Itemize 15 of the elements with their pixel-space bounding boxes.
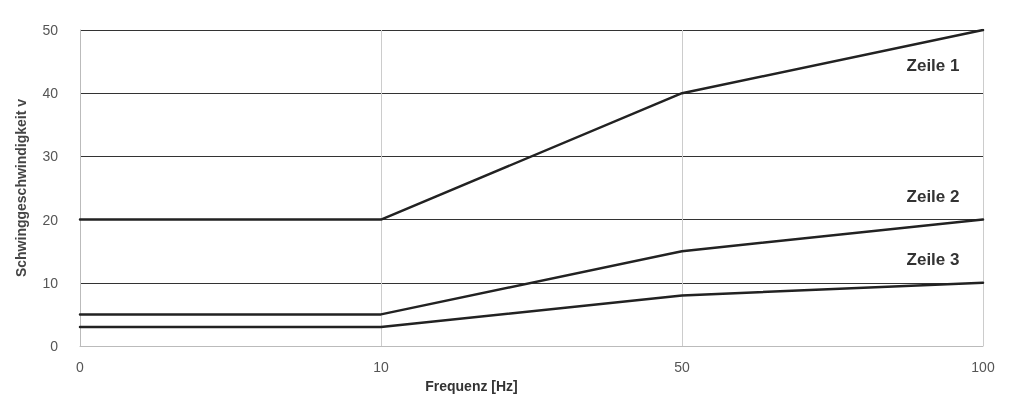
x-tick-label: 0 bbox=[76, 359, 85, 375]
x-axis-title: Frequenz [Hz] bbox=[425, 377, 518, 394]
series-label: Zeile 2 bbox=[906, 186, 960, 206]
series-label: Zeile 1 bbox=[906, 56, 960, 75]
y-tick-label: 10 bbox=[42, 274, 59, 291]
x-tick-label: 50 bbox=[674, 359, 690, 375]
y-tick-label: 20 bbox=[42, 211, 59, 228]
y-axis-title: Schwinggeschwindigkeit v bbox=[13, 98, 29, 278]
y-tick-label: 40 bbox=[42, 85, 59, 102]
y-tick-label: 0 bbox=[50, 338, 59, 354]
y-tick-label: 50 bbox=[42, 22, 59, 38]
x-tick-label: 100 bbox=[971, 359, 995, 375]
y-tick-label: 30 bbox=[42, 148, 59, 165]
series-label: Zeile 3 bbox=[906, 249, 960, 269]
x-tick-label: 10 bbox=[373, 359, 389, 375]
